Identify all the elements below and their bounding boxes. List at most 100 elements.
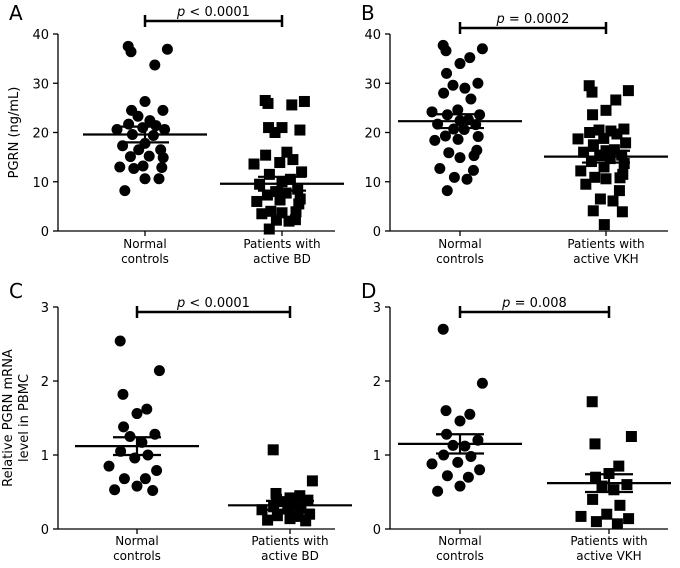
data-point	[458, 124, 470, 136]
data-point	[474, 464, 486, 476]
p-symbol: p	[176, 296, 185, 311]
data-point	[153, 365, 165, 377]
data-point	[607, 195, 619, 207]
data-point	[143, 150, 155, 162]
y-tick-label: 20	[32, 127, 49, 142]
data-point	[284, 492, 296, 504]
data-point	[465, 93, 477, 105]
data-point	[443, 147, 455, 159]
data-point	[441, 185, 453, 197]
x-category-label: Patients with	[567, 237, 644, 251]
data-point	[274, 194, 286, 206]
y-axis-label: level in PBMC	[17, 374, 32, 462]
data-point	[575, 165, 587, 177]
data-point	[580, 178, 592, 190]
p-value-text: < 0.0001	[185, 5, 250, 20]
data-point	[438, 87, 450, 99]
data-point	[452, 456, 464, 468]
data-point	[292, 510, 304, 522]
x-category-label: controls	[436, 549, 484, 563]
data-point	[137, 160, 149, 172]
y-tick-label: 0	[41, 523, 49, 538]
y-tick-label: 10	[32, 176, 49, 191]
x-category-label: Patients with	[251, 534, 328, 548]
data-point	[139, 95, 151, 107]
data-point	[117, 388, 129, 400]
x-category-label: active BD	[253, 252, 311, 266]
y-tick-label: 0	[373, 225, 381, 240]
data-point	[251, 195, 263, 207]
data-point	[295, 502, 307, 514]
data-point	[604, 153, 616, 165]
panel-letter: B	[361, 1, 375, 25]
data-point	[616, 206, 628, 218]
data-point	[132, 110, 144, 122]
data-point	[133, 144, 145, 156]
data-point	[608, 484, 620, 496]
data-point	[464, 408, 476, 420]
data-point	[452, 104, 464, 116]
p-symbol: p	[501, 296, 510, 311]
data-point	[454, 415, 466, 427]
data-point	[467, 164, 479, 176]
data-point	[584, 127, 596, 138]
y-axis-label: PGRN (ng/mL)	[7, 87, 22, 179]
data-point	[598, 219, 610, 231]
data-point	[139, 473, 151, 485]
y-tick-label: 1	[41, 449, 49, 464]
data-point	[618, 123, 630, 135]
x-category-label: Normal	[123, 237, 166, 251]
data-point	[623, 513, 635, 525]
data-point	[586, 86, 598, 98]
y-tick-label: 40	[32, 28, 49, 43]
data-point	[293, 198, 305, 210]
data-point	[256, 504, 268, 516]
data-point	[103, 460, 115, 472]
data-point	[287, 154, 299, 166]
data-point	[283, 215, 295, 227]
panel-letter: D	[361, 279, 376, 303]
data-point	[260, 149, 272, 161]
p-symbol: p	[176, 5, 185, 20]
data-point	[274, 157, 286, 169]
data-point	[157, 104, 169, 116]
data-point	[271, 510, 283, 522]
data-point	[292, 183, 304, 195]
data-point	[286, 99, 298, 111]
data-point	[587, 109, 599, 121]
data-point	[267, 444, 279, 456]
x-category-label: active VKH	[576, 549, 641, 563]
x-category-label: controls	[113, 549, 161, 563]
data-point	[622, 85, 634, 97]
data-point	[161, 43, 173, 55]
data-point	[610, 94, 622, 106]
data-point	[434, 162, 446, 174]
data-point	[454, 152, 466, 164]
data-point	[600, 104, 612, 116]
data-point	[459, 82, 471, 94]
data-point	[447, 439, 459, 451]
x-category-label: Patients with	[570, 534, 647, 548]
data-point	[289, 214, 301, 226]
data-point	[284, 173, 296, 185]
data-point	[596, 480, 608, 492]
y-tick-label: 2	[373, 375, 381, 390]
data-point	[472, 77, 484, 89]
data-point	[600, 173, 612, 185]
data-point	[280, 187, 292, 199]
data-point	[589, 171, 601, 183]
data-point	[575, 510, 587, 522]
data-point	[616, 149, 628, 161]
data-point	[271, 493, 283, 505]
data-point	[139, 173, 151, 185]
data-point	[587, 139, 599, 151]
data-point	[426, 106, 438, 118]
data-point	[454, 58, 466, 70]
data-point	[476, 43, 488, 55]
data-point	[452, 133, 464, 145]
data-point	[248, 158, 260, 170]
data-point	[306, 475, 318, 487]
data-point	[448, 171, 460, 183]
y-tick-label: 20	[364, 127, 381, 142]
